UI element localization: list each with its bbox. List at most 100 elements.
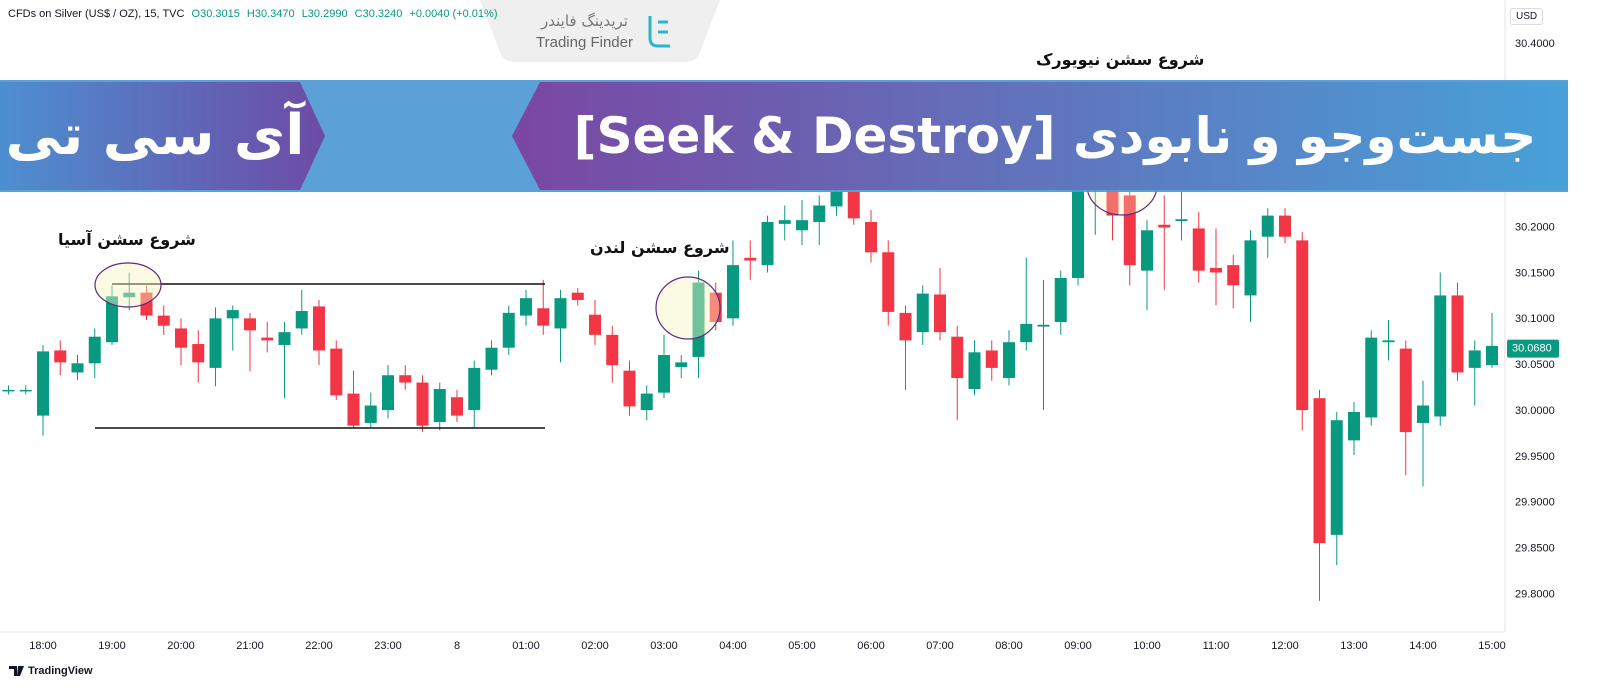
candle-body <box>468 367 481 411</box>
y-tick-label: 29.9000 <box>1515 497 1555 509</box>
x-tick-label: 06:00 <box>857 640 885 652</box>
ohlc-high: H30.3470 <box>246 8 295 20</box>
candle-body <box>209 318 222 368</box>
banner-tag-shape <box>0 82 325 190</box>
x-tick-label: 05:00 <box>788 640 816 652</box>
candle-body <box>537 308 550 326</box>
currency[interactable]: USD <box>1510 8 1544 25</box>
x-tick-label: 03:00 <box>650 640 678 652</box>
candle-body <box>106 296 118 343</box>
x-tick-label: 10:00 <box>1133 640 1161 652</box>
candle-body <box>847 191 860 219</box>
candle-body <box>2 389 15 392</box>
candle-body <box>1020 323 1033 343</box>
y-tick-label: 30.2000 <box>1515 221 1555 233</box>
candle-body <box>140 292 153 316</box>
candle-body <box>1296 240 1309 411</box>
candle-body <box>640 393 653 411</box>
candle-body <box>295 311 308 329</box>
last-price-label: 30.0680 <box>1512 343 1552 355</box>
annotation: شروع سشن لندن <box>590 238 730 257</box>
candle-body <box>968 352 981 389</box>
candle-body <box>1227 265 1240 286</box>
ohlc-change: +0.0040 (+0.01%) <box>409 8 498 20</box>
symbol: CFDs on Silver (US$ / OZ), 15, TVC <box>8 8 185 20</box>
tv-logo <box>9 666 24 676</box>
y-tick-label: 29.9500 <box>1515 451 1555 463</box>
candle-body <box>1468 350 1481 368</box>
candle-body <box>520 298 532 316</box>
candle-body <box>1313 398 1326 544</box>
x-tick-label: 01:00 <box>512 640 540 652</box>
candle-body <box>502 312 515 348</box>
candle-body <box>71 363 84 373</box>
logo-text-en: Trading Finder <box>536 34 633 51</box>
x-tick-label: 12:00 <box>1271 640 1299 652</box>
x-tick-label: 20:00 <box>167 640 195 652</box>
banner-title-shape <box>512 82 1568 190</box>
candle-body <box>244 318 256 331</box>
banner-tag: آی سی تی <box>5 103 305 168</box>
candle-body <box>88 336 101 364</box>
candle-body <box>744 257 757 261</box>
candle-body <box>1192 228 1205 271</box>
x-tick-label: 18:00 <box>29 640 57 652</box>
candle-body <box>1417 405 1429 423</box>
candle-body <box>1244 240 1257 296</box>
candle-body <box>416 382 429 426</box>
x-tick-label: 04:00 <box>719 640 747 652</box>
candle-body <box>175 328 187 348</box>
candle-body <box>675 362 688 367</box>
y-tick-label: 29.8500 <box>1515 543 1555 555</box>
candle-body <box>623 370 636 407</box>
x-tick-label: 07:00 <box>926 640 954 652</box>
candle-body <box>1210 267 1222 273</box>
x-tick-label: 02:00 <box>581 640 609 652</box>
y-tick-label: 29.8000 <box>1515 588 1555 600</box>
x-tick-label: 8 <box>454 640 460 652</box>
candle-body <box>554 298 567 329</box>
candle-body <box>278 332 291 345</box>
candle-body <box>1382 340 1395 343</box>
candle-body <box>123 292 136 298</box>
candle-body <box>1054 277 1067 323</box>
ohlc-open: O30.3015 <box>191 8 240 20</box>
candle-body <box>830 191 843 207</box>
candle-body <box>934 294 946 333</box>
candle-body <box>1279 215 1291 237</box>
x-tick-label: 08:00 <box>995 640 1023 652</box>
candle-body <box>1003 342 1015 378</box>
candle-body <box>1365 337 1378 418</box>
x-tick-label: 22:00 <box>305 640 333 652</box>
candle-body <box>192 344 205 363</box>
candle-body <box>19 389 32 392</box>
candle-body <box>1486 345 1498 366</box>
symbol-header: CFDs on Silver (US$ / OZ), 15, TVC O30.3… <box>8 8 502 20</box>
candle-body <box>313 306 325 351</box>
y-tick-label: 30.1500 <box>1515 267 1555 279</box>
highlight-ellipse <box>94 262 162 308</box>
highlight-ellipse <box>655 276 721 340</box>
logo-text-fa: تریدینگ فایندر <box>541 12 628 30</box>
y-tick-label: 30.0500 <box>1515 359 1555 371</box>
candle-body <box>951 336 964 378</box>
candle-body <box>1330 420 1343 535</box>
candle-body <box>1434 295 1447 417</box>
candle-body <box>882 252 895 312</box>
candle-body <box>226 310 239 319</box>
candle-body <box>399 375 412 383</box>
logo-icon <box>648 16 670 48</box>
candle-body <box>54 350 67 363</box>
x-tick-label: 11:00 <box>1203 640 1230 652</box>
x-tick-label: 23:00 <box>374 640 402 652</box>
logo-tab <box>480 0 720 62</box>
candle-body <box>761 222 774 266</box>
candle-body <box>261 337 274 341</box>
candle-body <box>451 397 463 416</box>
candle-body <box>485 347 498 370</box>
candle-body <box>985 350 998 368</box>
candle-body <box>796 220 808 231</box>
candle-body <box>658 355 670 393</box>
